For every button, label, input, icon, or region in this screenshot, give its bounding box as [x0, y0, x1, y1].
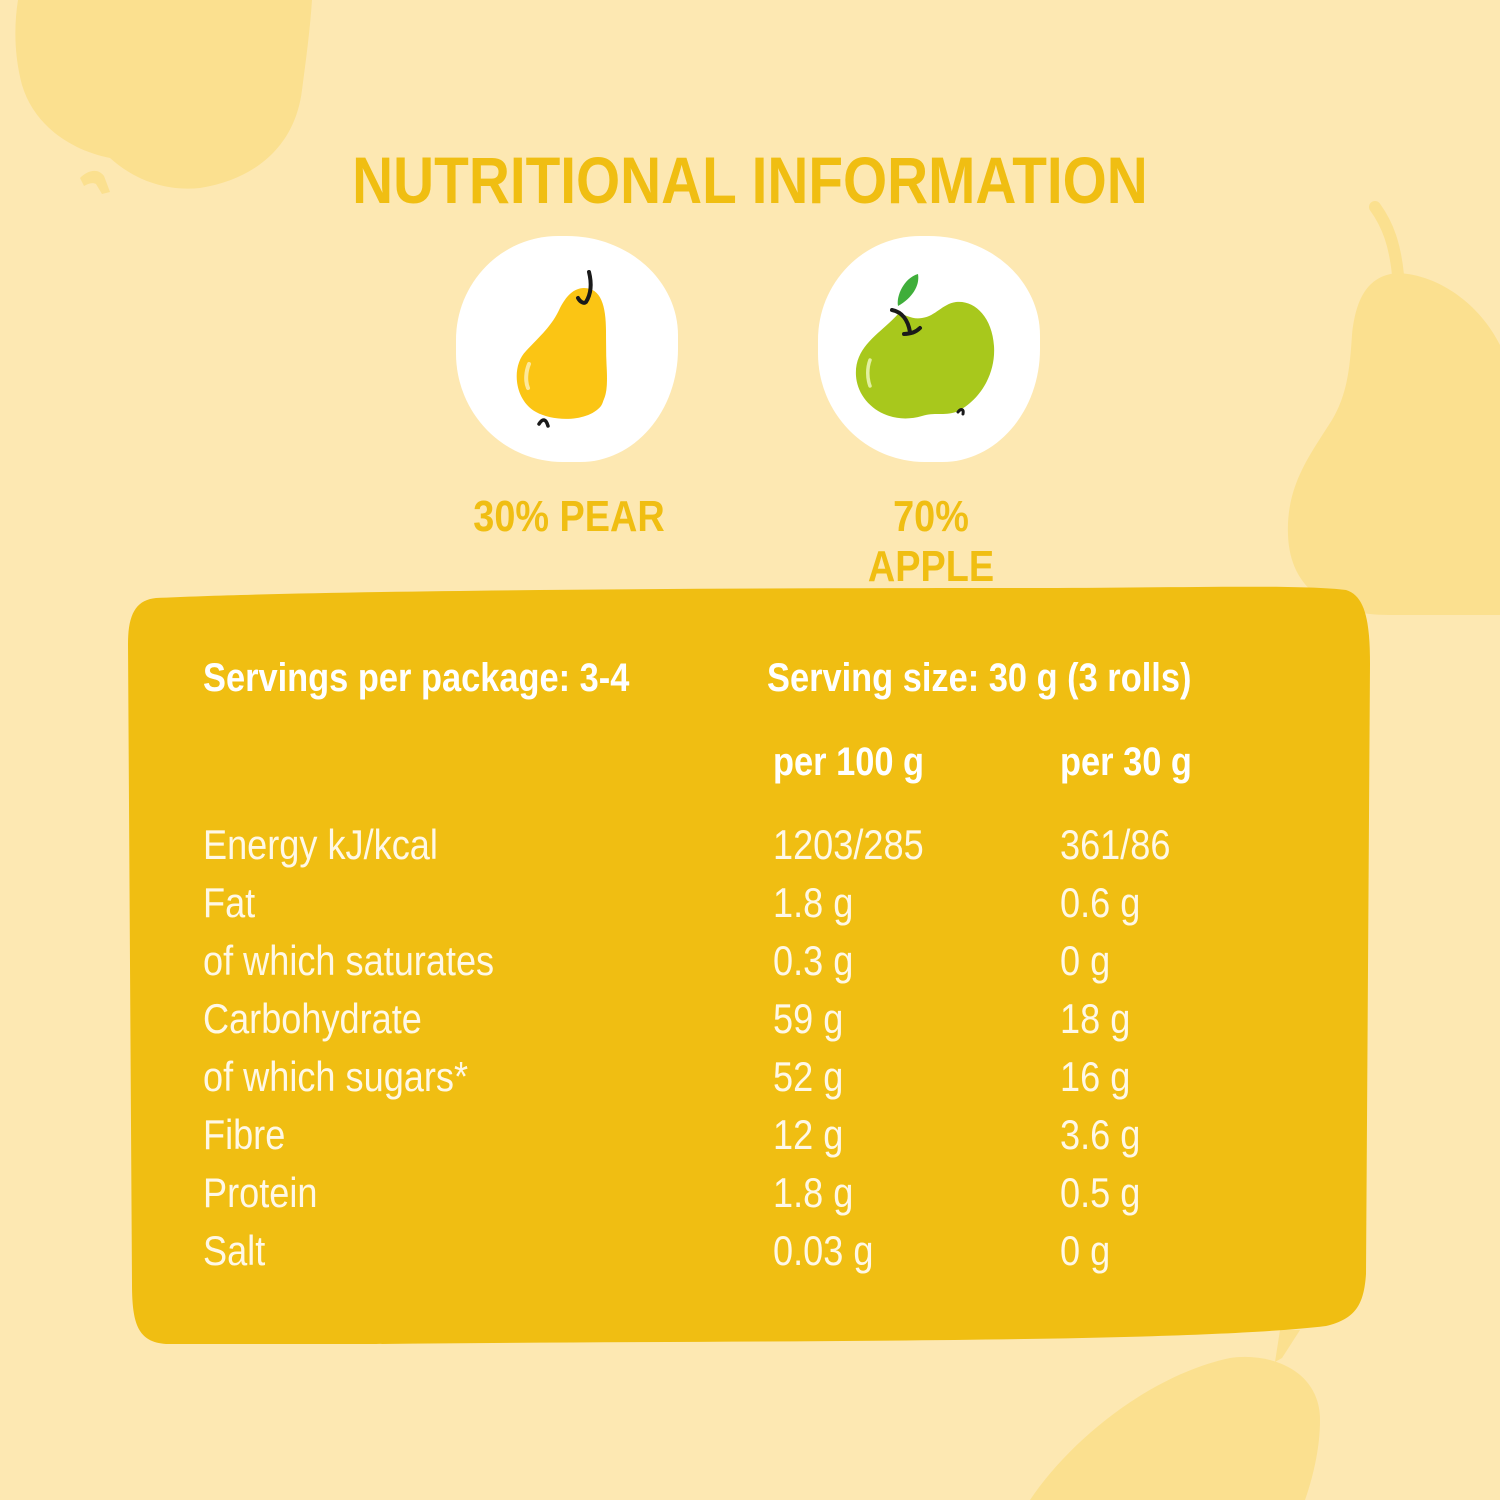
table-row-fat: Fat 1.8 g 0.6 g: [0, 878, 1500, 936]
value-per-30g: 0 g: [1060, 1227, 1111, 1274]
table-row-fibre: Fibre 12 g 3.6 g: [0, 1110, 1500, 1168]
value-per-100g: 0.3 g: [773, 937, 854, 984]
background-pear-bottom-icon: [1030, 1330, 1320, 1500]
value-per-100g: 1.8 g: [773, 1169, 854, 1216]
ingredient-apple: 70% APPLE: [818, 236, 1044, 592]
background-pear-top-left-icon: [15, 0, 312, 194]
value-per-100g: 12 g: [773, 1111, 844, 1158]
pear-badge: [456, 236, 678, 462]
pear-icon: [516, 270, 607, 428]
value-per-30g: 361/86: [1060, 821, 1171, 868]
nutrient-name: Fat: [203, 879, 256, 926]
value-per-30g: 0.5 g: [1060, 1169, 1141, 1216]
table-row-salt: Salt 0.03 g 0 g: [0, 1226, 1500, 1284]
table-row-protein: Protein 1.8 g 0.5 g: [0, 1168, 1500, 1226]
column-header-per-100g: per 100 g: [773, 740, 925, 784]
nutrient-name: Fibre: [203, 1111, 286, 1158]
value-per-100g: 59 g: [773, 995, 844, 1042]
value-per-30g: 0 g: [1060, 937, 1111, 984]
nutrient-name: of which saturates: [203, 937, 495, 984]
servings-per-package: Servings per package: 3-4: [203, 656, 630, 700]
apple-percentage-label: 70% APPLE: [867, 492, 995, 591]
value-per-100g: 1203/285: [773, 821, 924, 868]
table-row-carbohydrate: Carbohydrate 59 g 18 g: [0, 994, 1500, 1052]
value-per-30g: 18 g: [1060, 995, 1131, 1042]
table-row-saturates: of which saturates 0.3 g 0 g: [0, 936, 1500, 994]
nutrient-name: Energy kJ/kcal: [203, 821, 438, 868]
background-pear-right-icon: [1287, 201, 1500, 615]
value-per-30g: 3.6 g: [1060, 1111, 1141, 1158]
nutrition-table: Energy kJ/kcal 1203/285 361/86 Fat 1.8 g…: [0, 820, 1500, 1284]
apple-badge: [818, 236, 1040, 462]
value-per-100g: 1.8 g: [773, 879, 854, 926]
nutrient-name: Carbohydrate: [203, 995, 422, 1042]
value-per-100g: 0.03 g: [773, 1227, 874, 1274]
serving-size: Serving size: 30 g (3 rolls): [767, 656, 1192, 700]
nutrient-name: of which sugars*: [203, 1053, 469, 1100]
apple-icon: [855, 274, 995, 419]
nutrient-name: Protein: [203, 1169, 318, 1216]
nutrient-name: Salt: [203, 1227, 266, 1274]
ingredient-pear: 30% PEAR: [456, 236, 682, 542]
table-row-energy: Energy kJ/kcal 1203/285 361/86: [0, 820, 1500, 878]
pear-percentage-label: 30% PEAR: [473, 492, 665, 541]
value-per-30g: 0.6 g: [1060, 879, 1141, 926]
value-per-30g: 16 g: [1060, 1053, 1131, 1100]
page-title: NUTRITIONAL INFORMATION: [352, 143, 1148, 218]
value-per-100g: 52 g: [773, 1053, 844, 1100]
table-row-sugars: of which sugars* 52 g 16 g: [0, 1052, 1500, 1110]
nutrition-panel: [126, 584, 1372, 1346]
column-header-per-30g: per 30 g: [1060, 740, 1192, 784]
